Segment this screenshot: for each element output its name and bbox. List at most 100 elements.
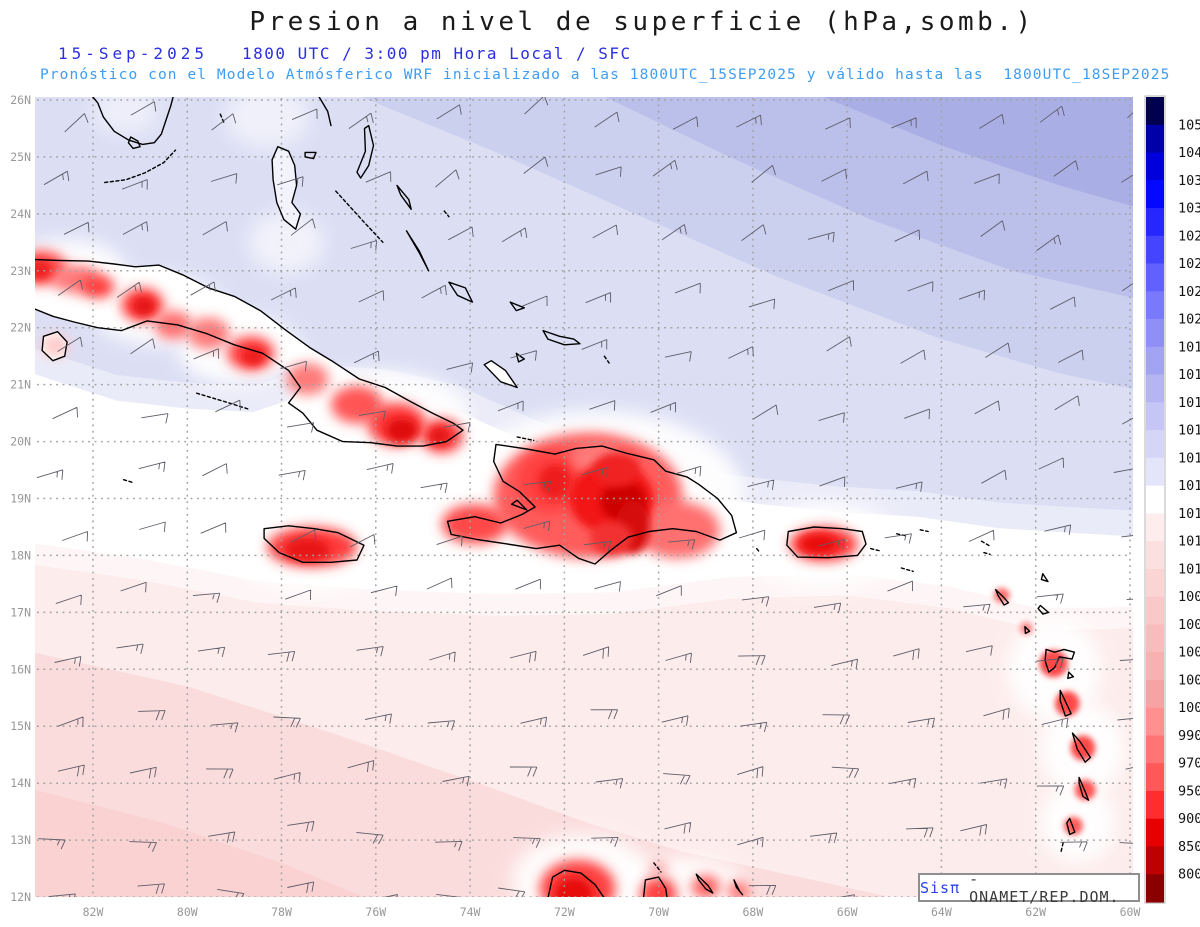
lon-tick-label: 68W <box>743 905 764 919</box>
lon-tick-label: 60W <box>1120 905 1141 919</box>
colorbar-tick-label: 1014 <box>1178 478 1200 494</box>
coastline-guajira-peninsula <box>547 869 605 897</box>
coastline-tortola <box>919 529 929 533</box>
coastline-grand-turk <box>603 355 610 364</box>
attribution-brand: Sisπ <box>920 878 961 897</box>
coastline-vieques <box>870 547 881 552</box>
coastline-florida-bay <box>127 136 141 150</box>
lat-tick-label: 15N <box>10 719 31 733</box>
datetime-line: 15-Sep-2025 1800 UTC / 3:00 pm Hora Loca… <box>58 44 632 63</box>
coastline-exuma-cays <box>335 190 384 243</box>
coastline-new-providence <box>304 151 317 160</box>
lat-tick-label: 16N <box>10 662 31 676</box>
coastline-curacao <box>695 873 714 894</box>
lat-tick-label: 23N <box>10 264 31 278</box>
lat-tick-label: 21N <box>10 378 31 392</box>
coastline-little-inagua <box>515 352 525 363</box>
colorbar-tick-label: 1028 <box>1178 228 1200 244</box>
coastline-antigua <box>1037 604 1050 615</box>
coastline-mayaguana <box>509 301 525 312</box>
coastline-montserrat <box>1024 625 1031 635</box>
coastline-florida-keys <box>104 149 177 184</box>
lon-tick-label: 80W <box>177 905 198 919</box>
coastline-grand-cayman <box>122 479 134 484</box>
colorbar-tick-label: 1018 <box>1178 367 1200 383</box>
wind-barb-layer <box>36 97 1133 897</box>
colorbar-tick-label: 950 <box>1178 784 1200 800</box>
colorbar-tick-label: 1004 <box>1178 645 1200 661</box>
coastline-san-salvador <box>443 210 450 218</box>
lat-tick-label: 14N <box>10 776 31 790</box>
coastline-crooked-acklins <box>448 281 474 303</box>
colorbar: 1050 1040 1035 1030 1028 1025 1022 1020 1019 1018… <box>1144 95 1200 904</box>
coastline-puerto-rico <box>786 526 867 559</box>
colorbar-tick-label: 1040 <box>1178 145 1200 161</box>
lat-tick-label: 26N <box>10 93 31 107</box>
coastline-dominica <box>1059 689 1072 717</box>
lat-tick-label: 25N <box>10 150 31 164</box>
attribution-box: Sisπ - ONAMET/REP.DOM. <box>918 870 1140 906</box>
forecast-note: Pronóstico con el Modelo Atmósferico WRF… <box>40 67 1171 83</box>
lat-tick-label: 20N <box>10 435 31 449</box>
coastline-cat-island <box>396 184 412 210</box>
lat-tick-label: 24N <box>10 207 31 221</box>
coastline-st-vincent <box>1066 817 1076 836</box>
colorbar-tick-label: 1016 <box>1178 423 1200 439</box>
colorbar-tick-label: 1010 <box>1178 561 1200 577</box>
coastline-cuban-cays <box>196 392 250 410</box>
coastline-marie-galante <box>1067 671 1075 680</box>
lon-tick-label: 72W <box>554 905 575 919</box>
colorbar-tick-label: 800 <box>1178 867 1200 883</box>
coastline-mona <box>756 547 761 554</box>
lon-tick-label: 78W <box>271 905 292 919</box>
lon-tick-label: 74W <box>460 905 481 919</box>
colorbar-tick-label: 1030 <box>1178 201 1200 217</box>
coastline-isla-juventud <box>41 331 68 362</box>
coastline-gonave <box>510 499 528 511</box>
coastline-tortuga <box>516 436 535 442</box>
coastline-guadeloupe <box>1044 648 1076 673</box>
coastline-martinique <box>1071 732 1092 763</box>
lat-tick-label: 18N <box>10 548 31 562</box>
colorbar-tick-label: 1006 <box>1178 617 1200 633</box>
lat-tick-label: 12N <box>10 890 31 904</box>
lon-tick-label: 82W <box>83 905 104 919</box>
colorbar-tick-label: 1002 <box>1178 672 1200 688</box>
lon-tick-label: 64W <box>931 905 952 919</box>
coastline-aruba <box>653 862 662 873</box>
colorbar-tick-label: 970 <box>1178 756 1200 772</box>
colorbar-tick-label: 1015 <box>1178 450 1200 466</box>
coastline-st-lucia <box>1078 776 1090 801</box>
coastline-eleuthera <box>356 124 375 179</box>
colorbar-tick-label: 1013 <box>1178 506 1200 522</box>
coastline-st-martin <box>983 551 991 555</box>
colorbar-tick-label: 990 <box>1178 728 1200 744</box>
lat-tick-label: 13N <box>10 833 31 847</box>
latitude-axis-labels: 26N 25N 24N 23N 22N 21N 20N 19N 18N 17N 16N 15N 14N 1… <box>10 93 31 904</box>
lon-tick-label: 66W <box>837 905 858 919</box>
coastline-st-croix <box>900 567 914 573</box>
coastline-bonaire <box>733 879 744 896</box>
lat-tick-label: 22N <box>10 321 31 335</box>
coastline-barbuda <box>1040 573 1049 583</box>
colorbar-tick-label: 1035 <box>1178 173 1200 189</box>
colorbar-tick-label: 1050 <box>1178 117 1200 133</box>
run-date: 15-Sep-2025 <box>58 44 208 63</box>
coastline-florida-coast <box>91 97 174 146</box>
colorbar-tick-label: 1008 <box>1178 589 1200 605</box>
coastline-grenadines <box>1060 842 1064 854</box>
coastline-great-inagua <box>483 360 518 389</box>
longitude-axis-labels: 82W 80W 78W 76W 74W 72W 70W 68W 66W 64W 62W 60W <box>83 905 1141 919</box>
lat-tick-label: 17N <box>10 605 31 619</box>
colorbar-tick-label: 1017 <box>1178 395 1200 411</box>
coastline-long-island <box>405 230 430 272</box>
colorbar-tick-label: 1019 <box>1178 339 1200 355</box>
colorbar-tick-label: 1022 <box>1178 284 1200 300</box>
coastline-paraguana-peninsula <box>642 876 668 897</box>
valid-time: 1800 UTC / 3:00 pm Hora Local / SFC <box>241 44 632 63</box>
coastline-hispaniola <box>446 443 738 565</box>
colorbar-tick-label: 1012 <box>1178 534 1200 550</box>
coastline-abaco <box>318 97 332 127</box>
